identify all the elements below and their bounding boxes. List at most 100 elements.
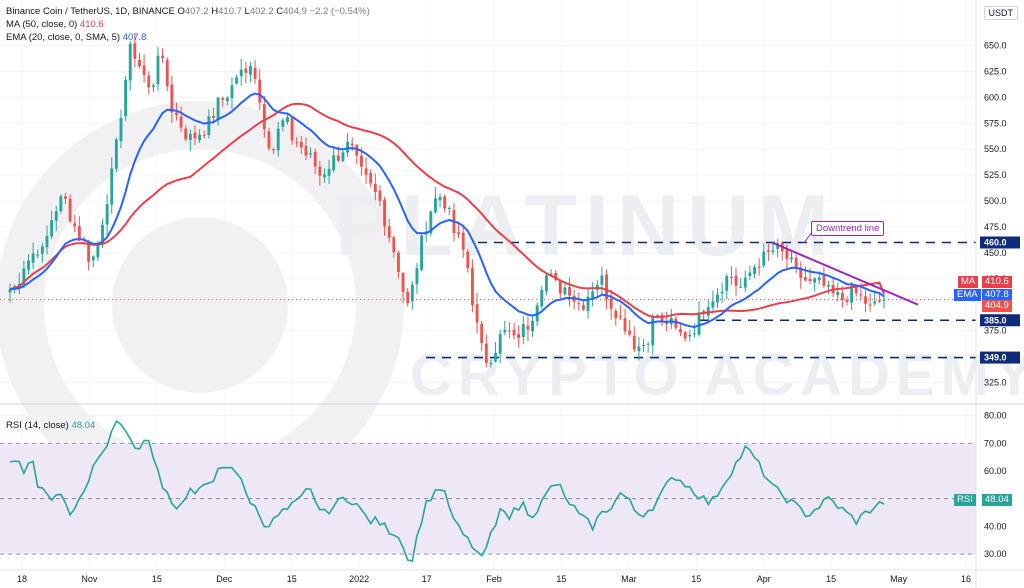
candle-body (762, 251, 766, 266)
ma-label: MA (50, close, 0) (6, 19, 78, 30)
candle-body (766, 250, 770, 252)
candle-body (239, 69, 243, 77)
candle-body (660, 314, 664, 322)
level-tag-bg (980, 314, 1020, 327)
price-tick-label: 475.0 (984, 222, 1007, 232)
change-value: −2.2 (−0.54%) (309, 6, 370, 17)
candle-body (785, 249, 789, 260)
time-tick-label: Feb (486, 574, 502, 584)
candle-body (175, 112, 178, 115)
candle-body (50, 220, 54, 237)
candle-body (406, 291, 410, 304)
candle-body (808, 279, 812, 282)
candle-body (68, 198, 72, 222)
candle-body (369, 172, 373, 184)
time-tick-label: 15 (152, 574, 162, 584)
price-tick-label: 450.0 (984, 248, 1007, 258)
ma-tag-label: MA (958, 276, 979, 288)
candles (8, 34, 886, 368)
ma-50-line (9, 102, 885, 318)
candle-body (447, 208, 451, 210)
time-tick-label: 15 (556, 574, 566, 584)
rsi-value: 48.04 (71, 420, 96, 431)
candle-body (110, 168, 114, 205)
candle-body (688, 334, 692, 337)
level-tag-label: 349.0 (984, 353, 1007, 363)
candle-body (614, 310, 618, 319)
candle-body (655, 315, 659, 317)
candle-body (262, 104, 266, 130)
candle-body (360, 155, 363, 167)
candle-body (850, 285, 854, 303)
candle-body (410, 284, 414, 302)
candle-body (466, 251, 470, 269)
candle-body (36, 254, 40, 256)
time-tick-label: 18 (17, 574, 27, 584)
candle-body (286, 117, 289, 123)
price-tick-label: 525.0 (984, 170, 1007, 180)
candle-body (563, 287, 567, 295)
candle-body (434, 198, 437, 213)
rsi-band (0, 442, 976, 555)
close-label: C (276, 6, 284, 17)
candle-body (133, 43, 137, 59)
time-tick-label: 15 (691, 574, 701, 584)
candle-body (281, 120, 285, 127)
high-value: 410.7 (218, 6, 242, 17)
candle-body (618, 316, 622, 318)
candle-body (212, 115, 215, 118)
candle-body (207, 116, 211, 136)
candle-body (526, 325, 530, 330)
candle-body (674, 318, 678, 328)
candle-body (346, 141, 350, 153)
candle-body (59, 196, 63, 211)
candle-body (591, 291, 595, 298)
close-value: 404.9 (283, 6, 307, 17)
time-tick-label: 15 (287, 574, 297, 584)
candle-body (401, 273, 405, 293)
candle-body (73, 223, 77, 227)
candle-body (383, 199, 387, 227)
candle-body (230, 85, 234, 99)
candle-body (840, 293, 844, 300)
candle-body (392, 237, 396, 253)
time-tick-label: 2022 (349, 574, 369, 584)
candle-body (64, 196, 67, 199)
candle-body (87, 242, 91, 262)
candle-body (378, 190, 382, 201)
ema-20-line (9, 92, 885, 329)
candle-body (387, 226, 391, 238)
candle-body (683, 332, 687, 339)
open-value: 407.2 (184, 6, 209, 17)
candle-body (854, 287, 858, 294)
candle-body (836, 292, 840, 296)
candle-body (794, 257, 798, 268)
candle-body (471, 268, 474, 306)
candle-body (512, 329, 516, 336)
candle-body (771, 250, 775, 252)
ma-value: 410.6 (79, 19, 104, 30)
candle-body (748, 272, 752, 277)
candle-body (165, 59, 169, 87)
candle-body (642, 344, 645, 346)
candle-body (101, 224, 104, 245)
ema-label: EMA (20, close, 0, SMA, 5) (6, 32, 121, 43)
candle-body (91, 256, 95, 261)
annotation-pointer (803, 231, 813, 244)
ema-value: 407.8 (122, 32, 147, 43)
level-tag-bg (980, 236, 1020, 249)
candle-body (790, 257, 793, 260)
candle-body (420, 235, 423, 270)
rsi-line (9, 419, 885, 562)
candle-body (646, 343, 650, 345)
candle-body (124, 79, 128, 117)
candle-body (739, 286, 743, 288)
candle-body (364, 168, 368, 175)
time-tick-label: 15 (826, 574, 836, 584)
support-resistance-levels: 460.0 385.0 349.0 (0, 236, 1020, 364)
candle-body (105, 204, 109, 225)
level-tag-bg (980, 351, 1020, 364)
candle-body (817, 277, 821, 281)
quote-currency-button[interactable]: USDT (983, 6, 1018, 20)
